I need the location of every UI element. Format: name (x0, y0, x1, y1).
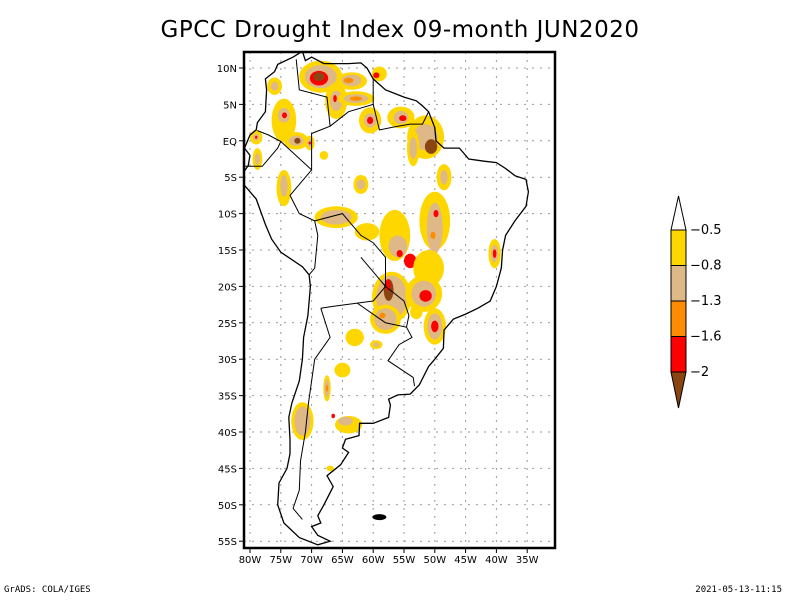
drought-area (409, 137, 417, 160)
lat-tick-label: 15S (218, 246, 237, 257)
drought-area (338, 416, 353, 426)
drought-area (282, 112, 287, 119)
drought-area (354, 223, 380, 241)
country-border (292, 308, 331, 520)
lon-tick-label: 50W (423, 555, 446, 566)
lon-tick-label: 40W (485, 555, 508, 566)
colorbar-segment (670, 229, 687, 266)
lat-tick-label: 35S (218, 392, 237, 403)
lat-tick-label: 5N (223, 100, 237, 111)
drought-area (325, 384, 329, 392)
drought-area (430, 231, 436, 239)
coastlines-borders (244, 52, 530, 546)
drought-area (399, 115, 407, 122)
map-frame (242, 50, 557, 550)
lon-tick-label: 80W (239, 555, 262, 566)
drought-area (431, 320, 439, 333)
drought-area (333, 95, 337, 103)
lon-tick-label: 70W (300, 555, 323, 566)
colorbar-segment (670, 300, 687, 337)
drought-area (334, 362, 351, 378)
lon-tick-label: 35W (516, 555, 539, 566)
lat-tick-label: 10S (218, 210, 237, 221)
colorbar: −0.5 −0.8 −1.3 −1.6 −2 (670, 195, 722, 409)
lat-tick-label: EQ (223, 137, 237, 148)
drought-area (320, 209, 352, 225)
drought-area (379, 312, 386, 319)
lat-axis: 10N 5N EQ 5S 10S 15S 20S 25S 30S 35S 40S 45S 50S 55S (217, 64, 244, 548)
drought-area (308, 141, 311, 145)
colorbar-level-label: −2 (690, 365, 709, 380)
drought-area (326, 465, 334, 472)
lon-tick-label: 60W (362, 555, 385, 566)
timestamp: 2021-05-13-11:15 (695, 585, 782, 595)
drought-area (419, 290, 432, 302)
lat-tick-label: 55S (218, 537, 237, 548)
drought-area (426, 202, 443, 254)
drought-area (404, 253, 417, 269)
country-border (244, 130, 282, 167)
lon-tick-label: 65W (331, 555, 354, 566)
country-border (329, 78, 374, 127)
drought-area (255, 135, 258, 139)
colorbar-upper-arrow (670, 195, 687, 231)
colorbar-level-label: −1.3 (690, 294, 722, 309)
drought-area (367, 116, 374, 124)
lon-axis: 80W 75W 70W 65W 60W 55W 50W 45W 40W 35W (239, 548, 539, 566)
lon-tick-label: 75W (269, 555, 292, 566)
lat-tick-label: 5S (224, 173, 237, 184)
country-border (372, 104, 430, 131)
drought-area (373, 342, 380, 347)
drought-area (492, 249, 497, 258)
drought-area (424, 139, 438, 154)
lat-tick-label: 30S (218, 355, 237, 366)
drought-area (356, 179, 366, 190)
drought-area (331, 413, 336, 419)
drought-area (345, 328, 364, 347)
lat-tick-label: 10N (217, 64, 237, 75)
drought-area (433, 210, 439, 218)
drought-area (410, 304, 423, 320)
drought-area (313, 72, 325, 82)
drought-area (294, 406, 311, 436)
colorbar-level-label: −1.6 (690, 330, 722, 345)
colorbar-level-label: −0.5 (690, 223, 722, 238)
continent-outline (244, 52, 530, 546)
lat-tick-label: 40S (218, 428, 237, 439)
drought-area (280, 175, 288, 197)
drought-area (270, 81, 279, 91)
drought-area (319, 151, 329, 160)
colorbar-segment (670, 265, 687, 302)
country-border (314, 213, 386, 309)
lat-tick-label: 45S (218, 464, 237, 475)
lon-tick-label: 55W (393, 555, 416, 566)
drought-area (373, 72, 380, 79)
lat-tick-label: 20S (218, 282, 237, 293)
drought-area (343, 77, 354, 84)
drought-area (349, 96, 363, 101)
country-border (356, 286, 410, 328)
colorbar-lower-arrow (670, 371, 687, 409)
grads-credit: GrADS: COLA/IGES (4, 585, 91, 595)
lon-tick-label: 45W (454, 555, 477, 566)
drought-area (374, 308, 397, 331)
falkland-islands (372, 514, 387, 521)
drought-area (294, 137, 301, 144)
chart-title: GPCC Drought Index 09-month JUN2020 (160, 17, 640, 43)
country-border (289, 169, 319, 276)
drought-area (254, 153, 260, 165)
drought-area (440, 169, 448, 185)
colorbar-segment (670, 336, 687, 373)
colorbar-level-label: −0.8 (690, 259, 722, 274)
country-border (360, 256, 386, 287)
drought-area (396, 250, 403, 258)
drought-shading (250, 60, 501, 472)
country-border (387, 326, 415, 387)
lat-tick-label: 25S (218, 319, 237, 330)
lat-tick-label: 50S (218, 501, 237, 512)
